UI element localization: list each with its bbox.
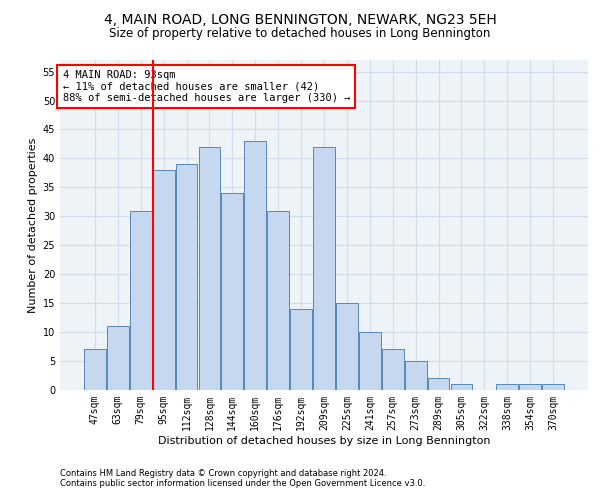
Bar xyxy=(405,361,427,390)
Bar xyxy=(176,164,197,390)
Text: 4 MAIN ROAD: 93sqm
← 11% of detached houses are smaller (42)
88% of semi-detache: 4 MAIN ROAD: 93sqm ← 11% of detached hou… xyxy=(62,70,350,103)
Bar xyxy=(153,170,175,390)
Bar xyxy=(520,384,541,390)
Bar xyxy=(359,332,381,390)
Bar xyxy=(244,141,266,390)
Bar xyxy=(336,303,358,390)
Bar xyxy=(542,384,564,390)
X-axis label: Distribution of detached houses by size in Long Bennington: Distribution of detached houses by size … xyxy=(158,436,490,446)
Bar xyxy=(107,326,128,390)
Bar xyxy=(428,378,449,390)
Bar xyxy=(496,384,518,390)
Bar xyxy=(84,350,106,390)
Bar xyxy=(221,193,243,390)
Bar xyxy=(199,147,220,390)
Bar xyxy=(267,210,289,390)
Text: Size of property relative to detached houses in Long Bennington: Size of property relative to detached ho… xyxy=(109,28,491,40)
Bar xyxy=(313,147,335,390)
Bar xyxy=(290,309,312,390)
Text: 4, MAIN ROAD, LONG BENNINGTON, NEWARK, NG23 5EH: 4, MAIN ROAD, LONG BENNINGTON, NEWARK, N… xyxy=(104,12,496,26)
Y-axis label: Number of detached properties: Number of detached properties xyxy=(28,138,38,312)
Bar xyxy=(382,350,404,390)
Text: Contains HM Land Registry data © Crown copyright and database right 2024.: Contains HM Land Registry data © Crown c… xyxy=(60,468,386,477)
Bar xyxy=(451,384,472,390)
Bar xyxy=(130,210,152,390)
Text: Contains public sector information licensed under the Open Government Licence v3: Contains public sector information licen… xyxy=(60,478,425,488)
